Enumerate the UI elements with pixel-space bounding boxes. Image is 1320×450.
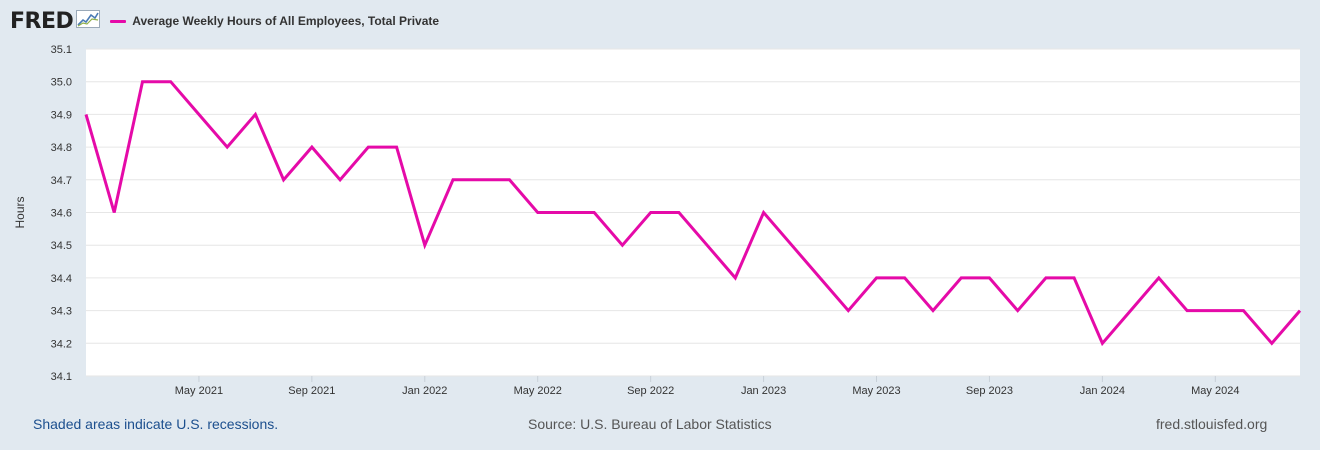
recession-note: Shaded areas indicate U.S. recessions. <box>33 416 279 432</box>
legend-label: Average Weekly Hours of All Employees, T… <box>132 14 440 28</box>
data-point[interactable] <box>676 210 682 216</box>
y-tick-label: 34.1 <box>51 371 72 383</box>
data-point[interactable] <box>1212 308 1218 314</box>
data-point[interactable] <box>139 79 145 85</box>
data-point[interactable] <box>817 275 823 281</box>
data-point[interactable] <box>196 111 202 117</box>
fred-chart-icon <box>76 9 101 33</box>
y-axis-ticks: 34.1 34.2 34.3 34.4 34.5 34.6 34.7 34.8 34.9 35.0… <box>51 44 72 383</box>
y-tick-label: 34.3 <box>51 306 72 318</box>
x-tick-label: Jan 2024 <box>1080 385 1125 397</box>
chart-header: FRED Average Weekly Hours of All Employe… <box>10 8 439 34</box>
data-point[interactable] <box>732 275 738 281</box>
data-point[interactable] <box>394 144 400 150</box>
y-tick-label: 34.8 <box>51 142 72 154</box>
grid-lines <box>86 48 1300 377</box>
data-point[interactable] <box>1043 275 1049 281</box>
data-point[interactable] <box>506 177 512 183</box>
x-axis-ticks: May 2021 Sep 2021 Jan 2022 May 2022 Sep 2022… <box>175 376 1239 397</box>
data-point[interactable] <box>478 177 484 183</box>
x-tick-label: Sep 2021 <box>288 385 335 397</box>
y-tick-label: 35.1 <box>51 44 72 56</box>
data-point[interactable] <box>1071 275 1077 281</box>
data-point[interactable] <box>591 210 597 216</box>
data-point[interactable] <box>1099 340 1105 346</box>
data-point[interactable] <box>450 177 456 183</box>
data-point[interactable] <box>83 111 89 117</box>
x-tick-label: Sep 2022 <box>627 385 674 397</box>
data-point[interactable] <box>563 210 569 216</box>
x-tick-label: May 2022 <box>514 385 562 397</box>
data-point[interactable] <box>252 111 258 117</box>
data-point[interactable] <box>845 308 851 314</box>
series-line[interactable] <box>84 80 1302 347</box>
data-point[interactable] <box>111 210 117 216</box>
data-point[interactable] <box>648 210 654 216</box>
data-point[interactable] <box>761 210 767 216</box>
data-point[interactable] <box>337 177 343 183</box>
data-point[interactable] <box>930 308 936 314</box>
x-tick-label: Jan 2023 <box>741 385 786 397</box>
y-tick-label: 35.0 <box>51 77 72 89</box>
chart-legend[interactable]: Average Weekly Hours of All Employees, T… <box>110 14 439 28</box>
x-tick-label: May 2024 <box>1191 385 1239 397</box>
data-point[interactable] <box>1297 308 1303 314</box>
y-tick-label: 34.4 <box>51 273 72 285</box>
data-point[interactable] <box>1015 308 1021 314</box>
fred-logo-text: FRED <box>10 8 74 34</box>
data-point[interactable] <box>365 144 371 150</box>
data-point[interactable] <box>1128 308 1134 314</box>
data-point[interactable] <box>422 242 428 248</box>
y-tick-label: 34.6 <box>51 208 72 220</box>
data-point[interactable] <box>1184 308 1190 314</box>
data-point[interactable] <box>789 242 795 248</box>
x-tick-label: Sep 2023 <box>966 385 1013 397</box>
data-point[interactable] <box>281 177 287 183</box>
line-chart: 34.1 34.2 34.3 34.4 34.5 34.6 34.7 34.8 34.9 35.0… <box>13 44 1303 397</box>
data-point[interactable] <box>535 210 541 216</box>
x-tick-label: May 2021 <box>175 385 223 397</box>
x-tick-label: Jan 2022 <box>402 385 447 397</box>
x-tick-label: May 2023 <box>852 385 900 397</box>
data-point[interactable] <box>704 242 710 248</box>
data-point[interactable] <box>1241 308 1247 314</box>
data-point[interactable] <box>309 144 315 150</box>
site-link[interactable]: fred.stlouisfed.org <box>1156 416 1268 432</box>
data-point[interactable] <box>1156 275 1162 281</box>
data-point[interactable] <box>986 275 992 281</box>
data-point[interactable] <box>874 275 880 281</box>
y-tick-label: 34.9 <box>51 109 72 121</box>
y-axis-label: Hours <box>13 196 27 228</box>
data-point[interactable] <box>224 144 230 150</box>
data-point[interactable] <box>958 275 964 281</box>
data-point[interactable] <box>619 242 625 248</box>
y-tick-label: 34.5 <box>51 240 72 252</box>
data-point[interactable] <box>902 275 908 281</box>
y-tick-label: 34.7 <box>51 175 72 187</box>
fred-logo[interactable]: FRED <box>10 8 101 34</box>
data-point[interactable] <box>168 79 174 85</box>
legend-swatch <box>110 19 127 23</box>
source-text: Source: U.S. Bureau of Labor Statistics <box>528 416 772 432</box>
data-point[interactable] <box>1269 340 1275 346</box>
y-tick-label: 34.2 <box>51 338 72 350</box>
